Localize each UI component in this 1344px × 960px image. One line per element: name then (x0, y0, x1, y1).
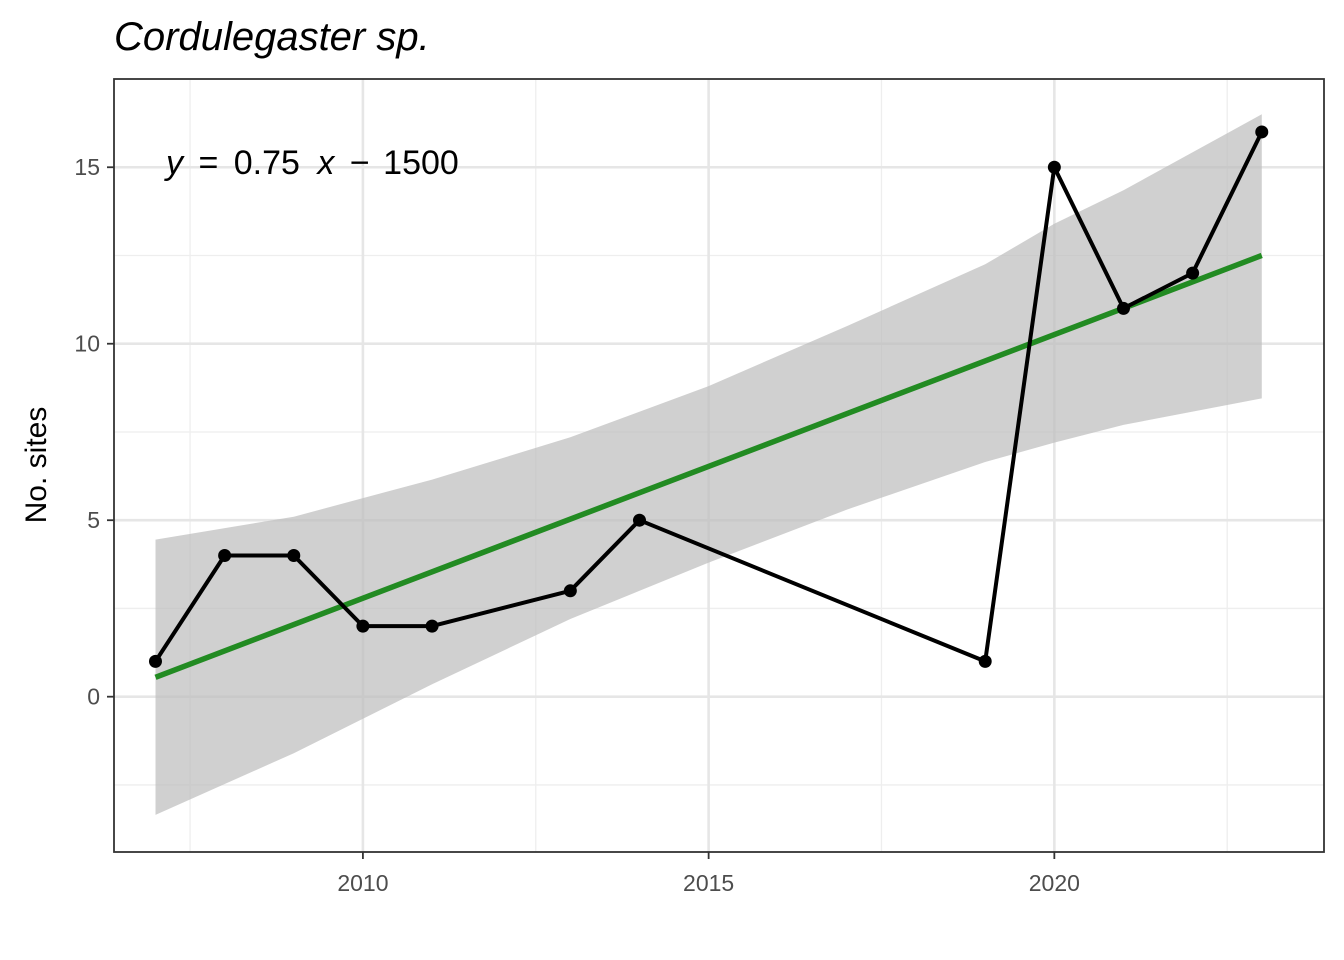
series-layer (148, 125, 1269, 668)
data-point (425, 619, 439, 633)
equation-y-var: y (164, 144, 185, 182)
data-point (1186, 266, 1200, 280)
chart-title: Cordulegaster sp. (114, 15, 430, 59)
y-tick-label: 15 (74, 154, 100, 180)
data-point (563, 584, 577, 598)
x-tick-label: 2010 (337, 870, 388, 896)
equation-slope: 0.75 (234, 144, 300, 182)
y-tick-label: 10 (74, 331, 100, 357)
data-point (1047, 160, 1061, 174)
equation-equals: = (198, 144, 218, 182)
equation-x-var: x (315, 144, 335, 182)
trend-line-layer (154, 252, 1263, 680)
equation-operator: − (350, 144, 370, 182)
data-point (218, 549, 232, 563)
series-line (153, 131, 1264, 664)
y-tick-label: 0 (87, 684, 100, 710)
data-point (1255, 125, 1269, 139)
x-axis: 2010 2015 2020 (337, 852, 1080, 896)
data-point (148, 654, 162, 668)
plot-panel-border (113, 78, 1325, 853)
regression-equation: y = 0.75 x − 1500 (164, 144, 459, 182)
data-point (632, 513, 646, 527)
y-tick-label: 5 (87, 507, 100, 533)
trend-line (154, 252, 1263, 680)
data-point (356, 619, 370, 633)
data-point (287, 549, 301, 563)
y-axis-title: No. sites (20, 407, 53, 524)
equation-intercept: 1500 (383, 144, 459, 182)
x-tick-label: 2020 (1029, 870, 1080, 896)
y-axis: 0 5 10 15 (74, 154, 114, 710)
data-point (1116, 301, 1130, 315)
x-tick-label: 2015 (683, 870, 734, 896)
data-point (978, 654, 992, 668)
